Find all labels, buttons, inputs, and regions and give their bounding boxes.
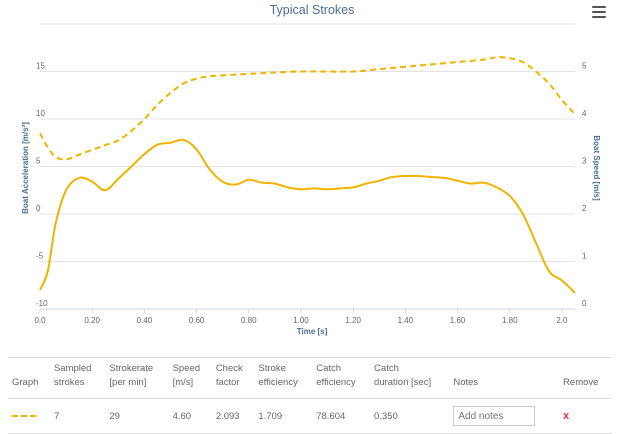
speed-value: 4.60 xyxy=(168,398,212,434)
x-tick-label: 1.80 xyxy=(502,316,518,325)
header-strokerate: Strokerate [per min] xyxy=(105,357,169,399)
table-header-row: Graph Sampled strokes Strokerate [per mi… xyxy=(8,357,612,399)
x-tick-label: 1.60 xyxy=(450,316,466,325)
stats-table: Graph Sampled strokes Strokerate [per mi… xyxy=(8,357,612,434)
dashed-line-legend-icon xyxy=(12,414,36,417)
catch-duration-value: 0.350 xyxy=(370,398,450,434)
sampled-strokes-value: 7 xyxy=(49,398,106,434)
y-left-tick-label: 10 xyxy=(36,109,45,118)
y-right-tick-label: 4 xyxy=(582,109,587,118)
header-catch-efficiency: Catch efficiency xyxy=(312,357,371,399)
header-speed: Speed [m/s] xyxy=(168,357,212,399)
acceleration-line xyxy=(39,138,576,294)
x-tick-label: 1.20 xyxy=(345,316,361,325)
notes-input[interactable] xyxy=(453,406,536,426)
header-notes: Notes xyxy=(449,357,560,399)
remove-button[interactable]: x xyxy=(563,410,570,422)
y-left-axis-title: Boat Acceleration [m/s²] xyxy=(21,122,30,214)
catch-efficiency-value: 78.604 xyxy=(312,398,371,434)
x-axis-title: Time [s] xyxy=(297,327,328,336)
x-tick-label: 0.0 xyxy=(34,316,46,325)
header-stroke-efficiency: Stroke efficiency xyxy=(254,357,313,399)
remove-cell: x xyxy=(559,398,612,434)
header-graph: Graph xyxy=(8,357,50,399)
x-tick-label: 1.00 xyxy=(293,316,309,325)
y-right-tick-label: 5 xyxy=(582,62,587,71)
y-left-tick-label: 0 xyxy=(36,204,41,213)
speed-line xyxy=(39,56,576,161)
graph-cell xyxy=(8,398,50,434)
y-left-tick-label: 15 xyxy=(36,62,45,71)
y-left-tick-label: 5 xyxy=(36,157,41,166)
grid-lines xyxy=(39,23,575,313)
table-row: 7 29 4.60 2.093 1.709 78.604 0.350 x xyxy=(8,398,612,434)
y-right-axis-title: Boat Speed [m/s] xyxy=(592,135,601,201)
check-factor-value: 2.093 xyxy=(211,398,255,434)
x-tick-label: 2.0 xyxy=(556,316,568,325)
x-tick-label: 1.40 xyxy=(398,316,414,325)
y-right-tick-label: 2 xyxy=(582,204,587,213)
header-remove: Remove xyxy=(559,357,612,399)
header-check-factor: Check factor xyxy=(211,357,255,399)
x-tick-label: 0.60 xyxy=(189,316,205,325)
strokerate-value: 29 xyxy=(105,398,169,434)
chart: Typical Strokes -10 -5 0 5 10 15 0 1 2 3 4 5 0.0 0.20… xyxy=(21,3,601,336)
y-right-tick-label: 3 xyxy=(582,157,587,166)
y-left-tick-label: -5 xyxy=(36,252,44,261)
menu-icon[interactable] xyxy=(592,6,606,18)
notes-cell xyxy=(449,398,560,434)
tick-labels: -10 -5 0 5 10 15 0 1 2 3 4 5 0.0 0.20 0.40 0.60 0.80 1.00… xyxy=(34,62,587,326)
y-left-tick-label: -10 xyxy=(36,299,48,308)
header-sampled-strokes: Sampled strokes xyxy=(49,357,106,399)
y-right-tick-label: 1 xyxy=(582,252,587,261)
series-lines xyxy=(39,56,576,294)
y-right-tick-label: 0 xyxy=(582,299,587,308)
stroke-efficiency-value: 1.709 xyxy=(254,398,313,434)
header-catch-duration: Catch duration [sec] xyxy=(370,357,450,399)
x-tick-label: 0.40 xyxy=(137,316,153,325)
x-tick-label: 0.80 xyxy=(241,316,257,325)
x-tick-label: 0.20 xyxy=(84,316,100,325)
chart-title: Typical Strokes xyxy=(270,3,355,17)
